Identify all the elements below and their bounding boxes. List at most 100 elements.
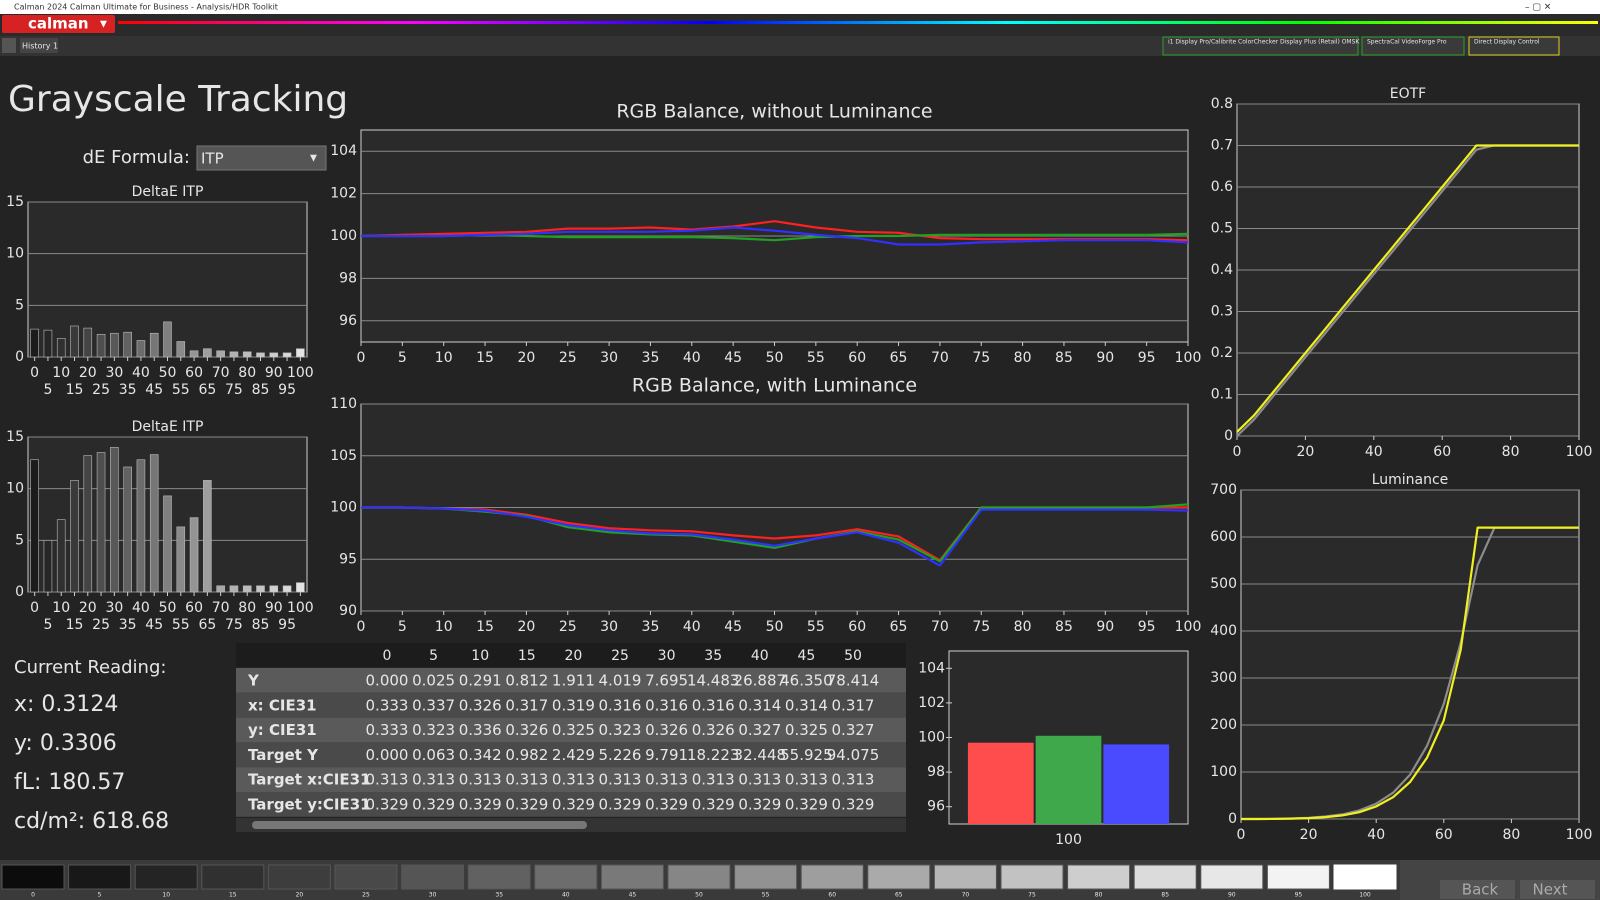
bar	[967, 742, 1034, 824]
de-formula-dropdown[interactable]	[196, 145, 327, 171]
patch-label: 15	[229, 892, 237, 899]
x-tick-label: 5	[398, 619, 407, 635]
table-cell: 0.329	[692, 796, 735, 814]
table-header: 20	[564, 648, 582, 664]
y-tick-label: 0.8	[1211, 96, 1233, 112]
x-tick-label: 90	[265, 600, 283, 616]
patch[interactable]	[1200, 864, 1264, 890]
y-tick-label: 98	[927, 764, 945, 780]
table-cell: 0.313	[645, 771, 688, 789]
table-header: 5	[429, 648, 438, 664]
patch[interactable]	[467, 864, 531, 890]
patch[interactable]	[734, 864, 798, 890]
x-tick-label: 40	[683, 619, 701, 635]
table-cell: 0.329	[738, 796, 781, 814]
bar	[269, 352, 279, 358]
patch[interactable]	[1133, 864, 1197, 890]
patch[interactable]	[1067, 864, 1131, 890]
patch[interactable]	[1000, 864, 1064, 890]
patch[interactable]	[1, 864, 65, 890]
table-cell: 0.812	[505, 672, 548, 690]
patch-label: 0	[31, 892, 35, 899]
patch[interactable]	[334, 864, 398, 890]
patch-label: 70	[962, 892, 970, 899]
device-3[interactable]	[1468, 36, 1560, 56]
y-tick-label: 90	[339, 603, 357, 619]
patch-label: 55	[762, 892, 770, 899]
x-tick-label: 25	[92, 617, 110, 633]
table-cell: 1.911	[552, 672, 595, 690]
x-tick-label: 85	[252, 617, 270, 633]
table-cell: 14.483	[687, 672, 740, 690]
table-cell: 55.925	[780, 746, 833, 764]
patch[interactable]	[933, 864, 997, 890]
x-tick-label: 50	[159, 365, 177, 381]
x-tick-label: 10	[52, 365, 70, 381]
x-tick-label: 5	[43, 617, 52, 633]
device-2[interactable]	[1361, 36, 1465, 56]
table-cell: 0.313	[552, 771, 595, 789]
y-tick-label: 15	[6, 194, 24, 210]
x-tick-label: 80	[1014, 619, 1032, 635]
patch[interactable]	[68, 864, 132, 890]
patch[interactable]	[401, 864, 465, 890]
x-tick-label: 65	[890, 350, 908, 366]
x-tick-label: 40	[1365, 444, 1383, 460]
device-1[interactable]	[1162, 36, 1359, 56]
x-tick-label: 45	[724, 350, 742, 366]
x-tick-label: 15	[66, 617, 84, 633]
window-controls[interactable]: – ▢ ✕	[1525, 3, 1551, 13]
title-bar	[0, 0, 1600, 14]
play-button[interactable]	[2, 38, 16, 53]
table-cell: 0.316	[599, 696, 642, 714]
table-cell: 0.313	[505, 771, 548, 789]
nav-button[interactable]	[1520, 880, 1595, 899]
patch-label: 45	[629, 892, 637, 899]
x-tick-label: 20	[517, 619, 535, 635]
patch[interactable]	[800, 864, 864, 890]
tab[interactable]	[20, 38, 58, 53]
page-title: Grayscale Tracking	[8, 79, 348, 120]
y-tick-label: 500	[1210, 576, 1237, 592]
bar	[43, 329, 53, 358]
bar	[296, 348, 305, 358]
patch[interactable]	[267, 864, 331, 890]
x-tick-label: 85	[1055, 619, 1073, 635]
reading-list: x: 0.3124 y: 0.3306 fL: 180.57 cd/m²: 618.6…	[14, 692, 169, 834]
patch[interactable]	[600, 864, 664, 890]
x-tick-label: 100	[1566, 827, 1593, 843]
scroll-thumb[interactable]	[252, 821, 587, 829]
x-tick-label: 80	[238, 365, 256, 381]
table-cell: 0.313	[832, 771, 875, 789]
x-tick-label: 35	[642, 619, 660, 635]
x-tick-label: 60	[848, 619, 866, 635]
table-cell: 0.316	[645, 696, 688, 714]
x-tick-label: 90	[265, 365, 283, 381]
patch[interactable]	[134, 864, 198, 890]
table-cell: 46.350	[780, 672, 833, 690]
row-label: Y	[247, 672, 260, 690]
x-tick-label: 70	[931, 350, 949, 366]
patch[interactable]	[1333, 864, 1397, 890]
y-tick-label: 600	[1210, 529, 1237, 545]
x-tick-label: 15	[476, 619, 494, 635]
app-logo: calman	[28, 15, 89, 33]
table-cell: 0.325	[785, 721, 828, 739]
x-tick-label: 45	[724, 619, 742, 635]
patch[interactable]	[867, 864, 931, 890]
x-tick-label: 0	[1237, 827, 1246, 843]
x-tick-label: 75	[225, 617, 243, 633]
toolbar	[0, 36, 1600, 56]
patch[interactable]	[201, 864, 265, 890]
x-tick-label: 0	[30, 600, 39, 616]
x-tick-label: 60	[185, 600, 203, 616]
bar	[242, 351, 252, 358]
de-formula-value: ITP	[201, 150, 224, 168]
nav-button[interactable]	[1440, 880, 1515, 899]
bar	[70, 325, 79, 358]
y-tick-label: 400	[1210, 623, 1237, 639]
patch[interactable]	[667, 864, 731, 890]
patch[interactable]	[534, 864, 598, 890]
logo-button[interactable]	[2, 15, 115, 33]
patch[interactable]	[1266, 864, 1330, 890]
